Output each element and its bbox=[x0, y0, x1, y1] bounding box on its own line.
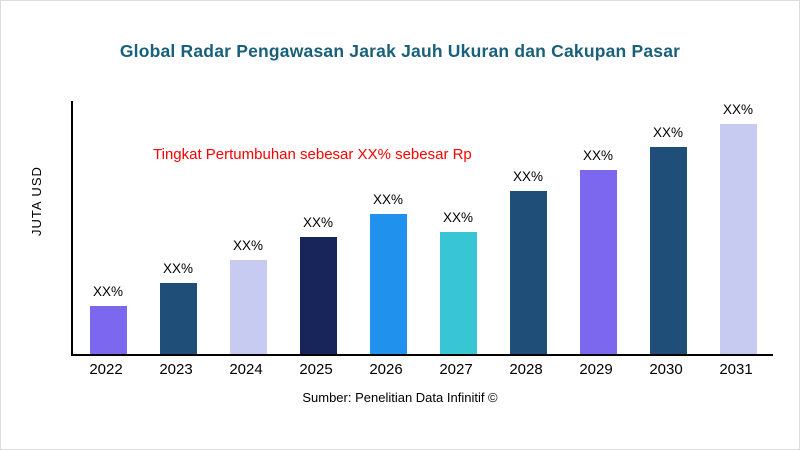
x-tick-2030: 2030 bbox=[649, 361, 683, 378]
bar-2031 bbox=[719, 124, 757, 354]
bar-2027 bbox=[439, 232, 477, 354]
x-tick-2025: 2025 bbox=[299, 361, 333, 378]
bar-value-label-2029: XX% bbox=[582, 148, 613, 163]
x-axis-ticks: 2022 2023 2024 2025 2026 2027 2028 2029 2030 2031 bbox=[71, 361, 771, 378]
bar-column-2022: XX% bbox=[73, 101, 143, 354]
bar-column-2028: XX% bbox=[493, 101, 563, 354]
x-tick-2029: 2029 bbox=[579, 361, 613, 378]
bar-column-2023: XX% bbox=[143, 101, 213, 354]
x-tick-2026: 2026 bbox=[369, 361, 403, 378]
bar-value-label-2022: XX% bbox=[92, 283, 123, 299]
bar-value-label-2028: XX% bbox=[512, 168, 543, 184]
x-tick-2028: 2028 bbox=[509, 361, 543, 378]
bar-2028 bbox=[509, 190, 547, 354]
source-caption: Sumber: Penelitian Data Infinitif © bbox=[302, 390, 498, 405]
bar-2029 bbox=[579, 170, 617, 354]
bar-2022 bbox=[89, 305, 127, 354]
bar-column-2026: XX% bbox=[353, 101, 423, 354]
bar-column-2025: XX% bbox=[283, 101, 353, 354]
growth-annotation: Tingkat Pertumbuhan sebesar XX% sebesar … bbox=[153, 146, 472, 163]
plot-area: Tingkat Pertumbuhan sebesar XX% sebesar … bbox=[71, 101, 773, 356]
bar-value-label-2030: XX% bbox=[652, 125, 683, 140]
x-tick-2031: 2031 bbox=[719, 361, 753, 378]
bar-column-2029: XX% bbox=[563, 101, 633, 354]
bar-value-label-2025: XX% bbox=[302, 214, 333, 230]
bar-2025 bbox=[299, 236, 337, 354]
bar-value-label-2023: XX% bbox=[162, 260, 193, 276]
bar-column-2031: XX% bbox=[703, 101, 773, 354]
bar-value-label-2027: XX% bbox=[442, 210, 473, 226]
x-tick-2022: 2022 bbox=[89, 361, 123, 378]
bar-2024 bbox=[229, 259, 267, 354]
y-axis-label: JUTA USD bbox=[29, 166, 44, 236]
bars-container: XX% XX% XX% XX% XX% XX% XX% XX% XX% XX% bbox=[73, 101, 773, 354]
bar-2023 bbox=[159, 282, 197, 354]
bar-value-label-2024: XX% bbox=[232, 237, 263, 253]
x-tick-2023: 2023 bbox=[159, 361, 193, 378]
bar-value-label-2031: XX% bbox=[722, 102, 753, 117]
bar-column-2027: XX% bbox=[423, 101, 493, 354]
chart-title: Global Radar Pengawasan Jarak Jauh Ukura… bbox=[119, 41, 681, 61]
bar-2026 bbox=[369, 213, 407, 354]
x-tick-2027: 2027 bbox=[439, 361, 473, 378]
x-tick-2024: 2024 bbox=[229, 361, 263, 378]
bar-column-2024: XX% bbox=[213, 101, 283, 354]
bar-value-label-2026: XX% bbox=[372, 191, 403, 207]
bar-column-2030: XX% bbox=[633, 101, 703, 354]
bar-2030 bbox=[649, 147, 687, 354]
